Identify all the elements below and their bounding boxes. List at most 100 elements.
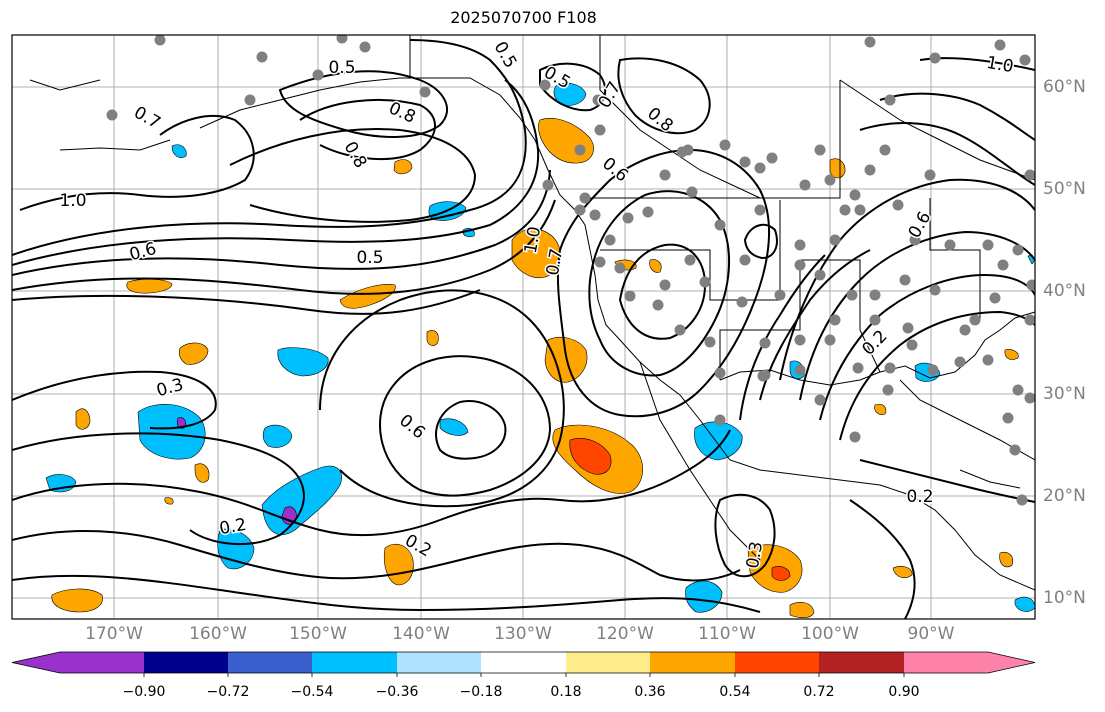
map-background bbox=[12, 35, 1035, 619]
observation-dot bbox=[652, 299, 664, 311]
observation-dot bbox=[589, 209, 601, 221]
observation-dot bbox=[542, 179, 554, 191]
observation-dot bbox=[924, 169, 936, 181]
observation-dot bbox=[1024, 392, 1035, 404]
lat-label-40n: 40°N bbox=[1043, 281, 1086, 301]
colorbar-segment bbox=[650, 652, 735, 673]
observation-dot bbox=[622, 212, 634, 224]
observation-dot bbox=[997, 259, 1009, 271]
observation-dot bbox=[849, 189, 861, 201]
observation-dot bbox=[699, 276, 711, 288]
observation-dot bbox=[759, 337, 771, 349]
observation-dot bbox=[604, 234, 616, 246]
observation-dot bbox=[927, 364, 939, 376]
observation-dot bbox=[794, 259, 806, 271]
observation-dot bbox=[614, 262, 626, 274]
observation-dot bbox=[1024, 169, 1035, 181]
observation-dot bbox=[799, 179, 811, 191]
observation-dot bbox=[759, 369, 771, 381]
lon-label-120w: 120°W bbox=[596, 624, 654, 644]
lon-label-130w: 130°W bbox=[494, 624, 552, 644]
observation-dot bbox=[106, 109, 118, 121]
lon-label-110w: 110°W bbox=[698, 624, 756, 644]
observation-dot bbox=[1019, 54, 1031, 66]
observation-dot bbox=[739, 156, 751, 168]
observation-dot bbox=[686, 186, 698, 198]
observation-dot bbox=[359, 41, 371, 53]
observation-dot bbox=[419, 86, 431, 98]
colorbar-segment bbox=[819, 652, 904, 673]
observation-dot bbox=[879, 144, 891, 156]
observation-dot bbox=[892, 199, 904, 211]
observation-dot bbox=[929, 52, 941, 64]
observation-dot bbox=[959, 324, 971, 336]
colorbar-tick-label: 0.18 bbox=[550, 684, 582, 700]
contour-label: 0.5 bbox=[356, 248, 383, 268]
observation-dot bbox=[579, 192, 591, 204]
observation-dot bbox=[574, 144, 586, 156]
observation-dot bbox=[794, 334, 806, 346]
observation-dot bbox=[899, 274, 911, 286]
observation-dot bbox=[929, 284, 941, 296]
observation-dot bbox=[864, 164, 876, 176]
lat-label-30n: 30°N bbox=[1043, 384, 1086, 404]
observation-dot bbox=[824, 334, 836, 346]
observation-dot bbox=[774, 289, 786, 301]
lon-label-140w: 140°W bbox=[392, 624, 450, 644]
observation-dot bbox=[1016, 494, 1028, 506]
lon-label-90w: 90°W bbox=[907, 624, 955, 644]
observation-dot bbox=[829, 314, 841, 326]
observation-dot bbox=[884, 94, 896, 106]
observation-dot bbox=[854, 204, 866, 216]
contour-label: 1.0 bbox=[59, 191, 86, 211]
colorbar-segment bbox=[566, 652, 650, 673]
colorbar bbox=[11, 651, 1036, 677]
observation-dot bbox=[312, 69, 324, 81]
observation-dot bbox=[1012, 384, 1024, 396]
observation-dot bbox=[969, 314, 981, 326]
colorbar-tick-label: −0.54 bbox=[290, 684, 334, 700]
observation-dot bbox=[154, 35, 166, 46]
observation-dot bbox=[794, 239, 806, 251]
colorbar-tick-label: 0.54 bbox=[719, 684, 751, 700]
observation-dot bbox=[1012, 244, 1024, 256]
observation-dot bbox=[642, 206, 654, 218]
observation-dot bbox=[944, 239, 956, 251]
lat-label-60n: 60°N bbox=[1043, 77, 1086, 97]
observation-dot bbox=[659, 279, 671, 291]
observation-dot bbox=[719, 139, 731, 151]
observation-dot bbox=[624, 290, 636, 302]
observation-dot bbox=[594, 256, 606, 268]
observation-dot bbox=[906, 339, 918, 351]
observation-dot bbox=[954, 356, 966, 368]
observation-dot bbox=[704, 336, 716, 348]
observation-dot bbox=[714, 219, 726, 231]
colorbar-extend-low bbox=[12, 652, 60, 673]
observation-dot bbox=[982, 354, 994, 366]
observation-dot bbox=[839, 204, 851, 216]
observation-dot bbox=[989, 292, 1001, 304]
observation-dot bbox=[754, 204, 766, 216]
colorbar-segment bbox=[228, 652, 312, 673]
observation-dot bbox=[882, 384, 894, 396]
observation-dot bbox=[336, 35, 348, 44]
lon-label-150w: 150°W bbox=[289, 624, 347, 644]
observation-dot bbox=[1024, 314, 1035, 326]
observation-dot bbox=[864, 36, 876, 48]
lat-label-50n: 50°N bbox=[1043, 179, 1086, 199]
contour-label: 0.2 bbox=[906, 487, 933, 507]
colorbar-tick-label: −0.90 bbox=[122, 684, 166, 700]
colorbar-tick-label: 0.72 bbox=[803, 684, 835, 700]
lon-label-170w: 170°W bbox=[85, 624, 143, 644]
colorbar-segment bbox=[144, 652, 228, 673]
lon-label-160w: 160°W bbox=[189, 624, 247, 644]
observation-dot bbox=[846, 289, 858, 301]
observation-dot bbox=[674, 324, 686, 336]
observation-dot bbox=[849, 431, 861, 443]
colorbar-segment bbox=[735, 652, 819, 673]
observation-dot bbox=[684, 254, 696, 266]
colorbar-outline bbox=[11, 651, 1036, 674]
colorbar-tick-label: 0.90 bbox=[888, 684, 920, 700]
observation-dot bbox=[754, 162, 766, 174]
contour-label: 0.5 bbox=[328, 58, 355, 78]
